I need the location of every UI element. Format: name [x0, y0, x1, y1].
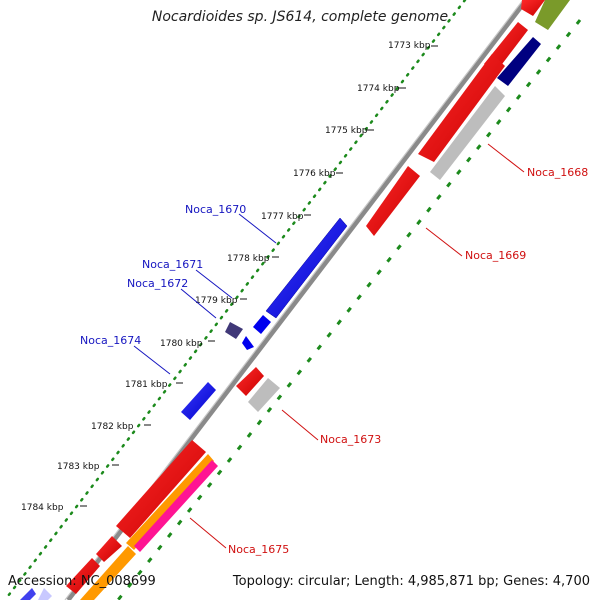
reverse-genes: [66, 0, 570, 600]
label-noca-1669[interactable]: Noca_1669: [465, 249, 526, 262]
label-noca-1670[interactable]: Noca_1670: [185, 203, 246, 216]
gene-noca-1675-orange[interactable]: [126, 454, 214, 550]
gene-navy[interactable]: [497, 37, 541, 86]
gene-top-olive[interactable]: [535, 0, 570, 30]
gene-noca-1675-pink[interactable]: [134, 460, 218, 552]
gene-bottom-lightblue[interactable]: [38, 588, 52, 600]
gene-top-red[interactable]: [521, 0, 545, 16]
map-title: Nocardioides sp. JS614, complete genome: [151, 9, 449, 25]
accession-text: Accession: NC_008699: [8, 574, 156, 589]
gene-small-blue[interactable]: [242, 336, 254, 350]
gene-bottom-blue[interactable]: [20, 588, 36, 600]
label-noca-1671[interactable]: Noca_1671: [142, 258, 203, 271]
gene-noca-1674[interactable]: [181, 382, 216, 420]
gene-noca-1668[interactable]: [418, 54, 505, 162]
gene-noca-1671[interactable]: [253, 315, 271, 334]
label-noca-1673[interactable]: Noca_1673: [320, 433, 381, 446]
tick-label: 1777 kbp: [261, 212, 304, 222]
ruler-ticks: [80, 45, 438, 507]
gene-bottom-orange[interactable]: [80, 546, 136, 600]
gene-bottom-red-2[interactable]: [66, 558, 100, 594]
tick-label: 1783 kbp: [57, 462, 100, 472]
ruler-dashed-inner: [116, 19, 582, 600]
ruler-dotted-outer: [6, 0, 467, 598]
tick-label: 1773 kbp: [388, 41, 431, 51]
gene-noca-1669[interactable]: [366, 166, 420, 236]
label-connectors: [133, 143, 525, 549]
label-noca-1674[interactable]: Noca_1674: [80, 334, 141, 347]
tick-labels: 1773 kbp 1774 kbp 1775 kbp 1776 kbp 1777…: [21, 41, 431, 513]
tick-label: 1774 kbp: [357, 84, 400, 94]
label-noca-1668[interactable]: Noca_1668: [527, 166, 588, 179]
gene-noca-1672[interactable]: [225, 322, 243, 339]
forward-genes: [20, 217, 348, 600]
gene-labels: Noca_1670 Noca_1671 Noca_1672 Noca_1674 …: [80, 166, 588, 556]
summary-text: Topology: circular; Length: 4,985,871 bp…: [232, 574, 590, 589]
tick-label: 1779 kbp: [195, 296, 238, 306]
tick-label: 1775 kbp: [325, 126, 368, 136]
tick-label: 1781 kbp: [125, 380, 168, 390]
gene-noca-1670[interactable]: [265, 217, 348, 319]
gene-noca-1673-red[interactable]: [236, 367, 264, 396]
gene-noca-1675[interactable]: [116, 440, 206, 538]
tick-label: 1782 kbp: [91, 422, 134, 432]
gene-bottom-red-1[interactable]: [96, 536, 122, 562]
label-noca-1672[interactable]: Noca_1672: [127, 277, 188, 290]
gene-noca-1673[interactable]: [248, 378, 280, 412]
tick-label: 1784 kbp: [21, 503, 64, 513]
tick-label: 1778 kbp: [227, 254, 270, 264]
gene-noca-1668-rna[interactable]: [430, 86, 505, 180]
label-noca-1675[interactable]: Noca_1675: [228, 543, 289, 556]
tick-label: 1780 kbp: [160, 339, 203, 349]
tick-label: 1776 kbp: [293, 169, 336, 179]
